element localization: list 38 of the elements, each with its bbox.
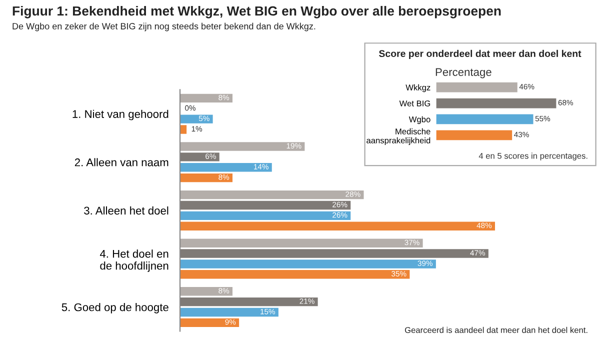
- annotation: 4 en 5 scores in percentages.: [478, 152, 588, 160]
- bar: [180, 297, 318, 306]
- y-tick-label: Wgbo: [408, 116, 430, 124]
- bar: [180, 190, 364, 200]
- chart-title: Score per onderdeel dat meer dan doel kent: [378, 50, 582, 59]
- y-tick-label: 1. Niet van gehoord: [72, 110, 168, 120]
- bar: [180, 287, 232, 296]
- bar: [180, 249, 488, 258]
- bar: [436, 98, 556, 108]
- bar: [180, 260, 436, 268]
- y-tick-label: 4. Het doel en de hoofdlijnen: [100, 250, 168, 272]
- bar: [180, 222, 495, 230]
- y-tick-label: 5. Goed op de hoogte: [62, 303, 168, 314]
- bar: [180, 163, 272, 172]
- bar: [436, 82, 518, 92]
- y-tick-label: 3. Alleen het doel: [84, 206, 168, 215]
- y-tick-label: 2. Alleen van naam: [74, 158, 168, 166]
- bar: [180, 270, 410, 279]
- bar: [180, 114, 213, 124]
- bar: [436, 130, 512, 140]
- annotation: Gearceerd is aandeel dat meer dan het doel kent.: [404, 326, 588, 334]
- bar: [180, 318, 240, 328]
- bar: [180, 211, 351, 220]
- bar: [180, 152, 220, 162]
- bar: [180, 238, 423, 248]
- y-tick-label: Medische aansprakelijkheid: [366, 128, 430, 146]
- bar: [180, 142, 305, 151]
- y-tick-label: Wet BIG: [399, 100, 430, 106]
- bar: [180, 94, 232, 103]
- bar: [180, 125, 187, 134]
- bar: [180, 173, 232, 182]
- chart-title: Figuur 1: Bekendheid met Wkkgz, Wet BIG en Wgbo over alle beroepsgroepen: [12, 6, 501, 18]
- chart-subtitle: De Wgbo en zeker de Wet BIG zijn nog steeds beter bekend dan de Wkkgz.: [12, 22, 316, 32]
- bar: [180, 308, 278, 317]
- bar: [436, 114, 534, 124]
- bar: [180, 200, 351, 210]
- y-tick-label: Wkkgz: [406, 84, 430, 92]
- chart-subtitle: Percentage: [436, 68, 492, 78]
